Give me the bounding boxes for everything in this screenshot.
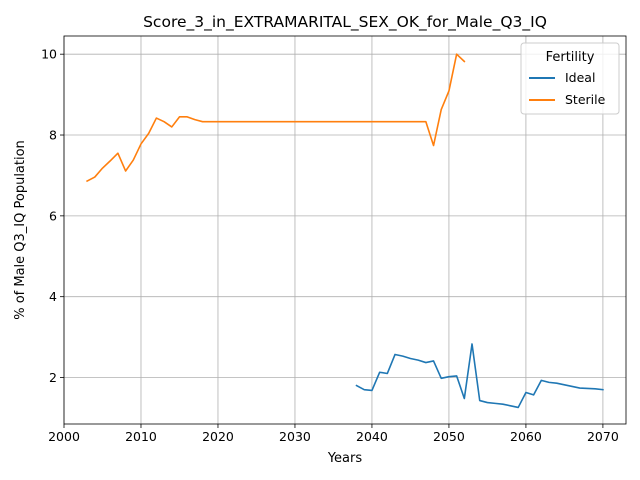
x-tick-label: 2070 <box>587 429 619 444</box>
x-tick-label: 2040 <box>356 429 388 444</box>
series-line-sterile <box>86 53 466 183</box>
ticks: 2000 2010 2020 2030 2040 2050 2060 2070 2 4 6 8 10 <box>41 47 619 444</box>
x-tick-label: 2000 <box>48 429 80 444</box>
x-axis-label: Years <box>327 451 363 466</box>
y-tick-label: 8 <box>49 128 57 143</box>
series-line-ideal <box>355 343 604 409</box>
y-tick-label: 10 <box>41 47 57 62</box>
chart-title: Score_3_in_EXTRAMARITAL_SEX_OK_for_Male_… <box>143 13 547 32</box>
y-axis-label: % of Male Q3_IQ Population <box>13 140 28 320</box>
x-tick-label: 2060 <box>510 429 542 444</box>
x-tick-label: 2030 <box>279 429 311 444</box>
y-tick-label: 6 <box>49 208 57 223</box>
x-tick-label: 2050 <box>433 429 465 444</box>
legend-box <box>520 42 620 115</box>
plot-frame <box>63 35 627 425</box>
legend-label-sterile: Sterile <box>565 92 606 107</box>
y-tick-label: 2 <box>49 370 57 385</box>
y-tick-label: 4 <box>49 289 57 304</box>
series-layer <box>86 53 604 409</box>
legend-title: Fertility <box>546 50 595 65</box>
legend: Fertility Ideal Sterile <box>520 42 620 115</box>
x-tick-label: 2020 <box>202 429 234 444</box>
x-tick-label: 2010 <box>125 429 157 444</box>
grid <box>63 36 626 424</box>
legend-label-ideal: Ideal <box>565 70 595 85</box>
